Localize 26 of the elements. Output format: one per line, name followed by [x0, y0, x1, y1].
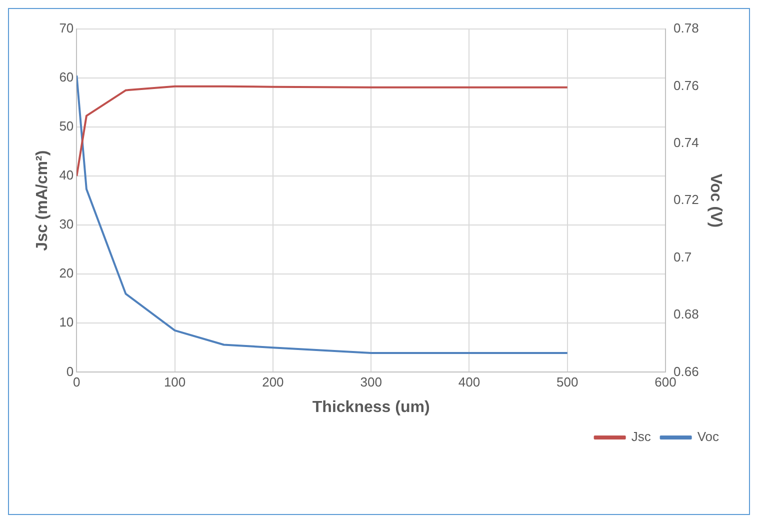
y-axis-title: Jsc (mA/cm²) [34, 150, 52, 251]
y2-tick-label: 0.66 [674, 364, 699, 379]
x-tick-label: 600 [654, 374, 676, 390]
x-tick-label: 200 [262, 374, 284, 390]
y-tick-label: 30 [59, 216, 74, 232]
y-tick-label: 70 [59, 20, 74, 36]
y2-axis-title: Voc (V) [706, 174, 724, 228]
y-tick-label: 10 [59, 314, 74, 330]
x-axis-title: Thickness (um) [312, 398, 430, 416]
y-tick-label: 0 [66, 364, 74, 379]
y2-tick-label: 0.68 [674, 306, 699, 322]
y-tick-label: 50 [59, 118, 74, 134]
y-tick-label: 60 [59, 70, 74, 85]
legend-label: Voc [697, 429, 720, 444]
legend-label: Jsc [631, 429, 652, 444]
y2-tick-label: 0.74 [674, 134, 699, 150]
y2-tick-label: 0.72 [674, 192, 699, 208]
y2-tick-label: 0.76 [674, 78, 699, 93]
x-tick-label: 300 [360, 374, 382, 390]
y-tick-label: 20 [59, 266, 74, 281]
x-tick-label: 500 [556, 374, 578, 390]
x-tick-label: 100 [164, 374, 186, 390]
y2-tick-label: 0.78 [674, 20, 699, 36]
y-tick-label: 40 [59, 168, 74, 183]
y2-tick-label: 0.7 [674, 249, 692, 264]
x-tick-label: 400 [458, 374, 480, 390]
